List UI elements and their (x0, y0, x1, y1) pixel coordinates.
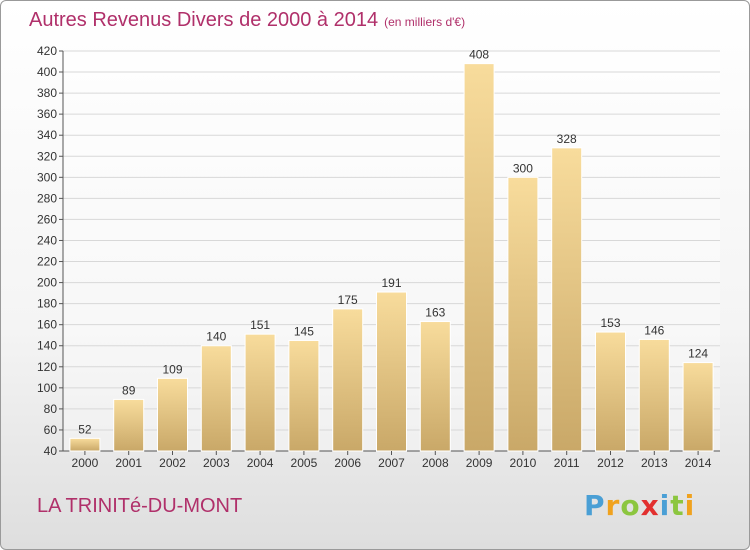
bar-2009 (463, 63, 495, 452)
bar-2014 (682, 362, 714, 452)
logo-letter: x (640, 489, 660, 522)
proxiti-logo: Proxiti (584, 489, 695, 522)
logo-letter: t (670, 489, 685, 522)
x-tick-label-2011: 2011 (554, 456, 580, 470)
x-tick-label-2010: 2010 (510, 456, 537, 470)
logo-letter: i (659, 489, 671, 522)
value-label-2008: 163 (425, 306, 445, 320)
chart-title-unit: (en milliers d'€) (384, 15, 466, 29)
y-tick-label: 280 (37, 191, 57, 205)
y-tick-label: 300 (37, 170, 57, 184)
y-tick-label: 100 (37, 381, 57, 395)
y-tick-label: 180 (37, 297, 57, 311)
y-tick-label: 160 (37, 318, 57, 332)
value-label-2007: 191 (381, 276, 401, 290)
chart-title-text: Autres Revenus Divers de 2000 à 2014 (29, 9, 379, 31)
y-tick-label: 360 (37, 107, 57, 121)
x-tick-label-2008: 2008 (422, 456, 449, 470)
logo-letter: r (605, 489, 621, 522)
x-tick-label-2001: 2001 (115, 456, 142, 470)
value-label-2003: 140 (206, 330, 226, 344)
x-tick-label-2012: 2012 (597, 456, 624, 470)
y-tick-label: 60 (44, 423, 58, 437)
x-tick-label-2000: 2000 (72, 456, 99, 470)
bar-2000 (69, 437, 101, 452)
x-tick-label-2004: 2004 (247, 456, 274, 470)
value-label-2001: 89 (122, 383, 136, 397)
y-tick-label: 340 (37, 128, 57, 142)
x-tick-label-2003: 2003 (203, 456, 230, 470)
logo-letter: P (584, 489, 606, 522)
logo-letter: i (684, 489, 696, 522)
value-label-2014: 124 (688, 347, 708, 361)
bar-2013 (638, 338, 670, 452)
bar-2001 (113, 398, 145, 452)
y-tick-label: 240 (37, 233, 57, 247)
y-tick-label: 220 (37, 255, 57, 269)
y-tick-label: 420 (37, 44, 57, 58)
value-label-2002: 109 (162, 362, 182, 376)
bar-2012 (595, 331, 626, 452)
bar-2007 (376, 291, 407, 452)
location-label: LA TRINITé-DU-MONT (37, 495, 243, 517)
bar-2010 (507, 176, 539, 452)
y-tick-label: 380 (37, 86, 57, 100)
logo-letter: o (620, 489, 641, 522)
value-label-2013: 146 (644, 323, 664, 337)
x-tick-label-2007: 2007 (378, 456, 405, 470)
y-tick-label: 320 (37, 149, 57, 163)
value-label-2005: 145 (294, 324, 314, 338)
x-tick-label-2005: 2005 (291, 456, 318, 470)
bar-2005 (288, 339, 320, 452)
y-tick-label: 120 (37, 360, 57, 374)
value-label-2004: 151 (250, 318, 270, 332)
y-tick-label: 200 (37, 276, 57, 290)
bar-2011 (551, 147, 583, 452)
x-tick-label-2009: 2009 (466, 456, 493, 470)
value-label-2009: 408 (469, 48, 489, 62)
y-tick-label: 80 (44, 402, 58, 416)
y-tick-label: 400 (37, 65, 57, 79)
bar-2004 (244, 333, 276, 452)
y-tick-label: 140 (37, 339, 57, 353)
bar-2008 (419, 321, 451, 452)
x-tick-label-2013: 2013 (641, 456, 668, 470)
x-tick-label-2014: 2014 (685, 456, 712, 470)
x-tick-label-2006: 2006 (334, 456, 361, 470)
value-label-2010: 300 (513, 161, 533, 175)
value-label-2000: 52 (78, 422, 92, 436)
y-tick-label: 40 (44, 444, 58, 458)
value-label-2011: 328 (557, 132, 577, 146)
chart-title: Autres Revenus Divers de 2000 à 2014 (en … (29, 9, 465, 32)
bar-2006 (332, 308, 364, 452)
value-label-2006: 175 (338, 293, 358, 307)
bar-2003 (200, 345, 232, 452)
y-tick-label: 260 (37, 212, 57, 226)
x-tick-label-2002: 2002 (159, 456, 186, 470)
bar-2002 (157, 377, 188, 452)
value-label-2012: 153 (600, 316, 620, 330)
